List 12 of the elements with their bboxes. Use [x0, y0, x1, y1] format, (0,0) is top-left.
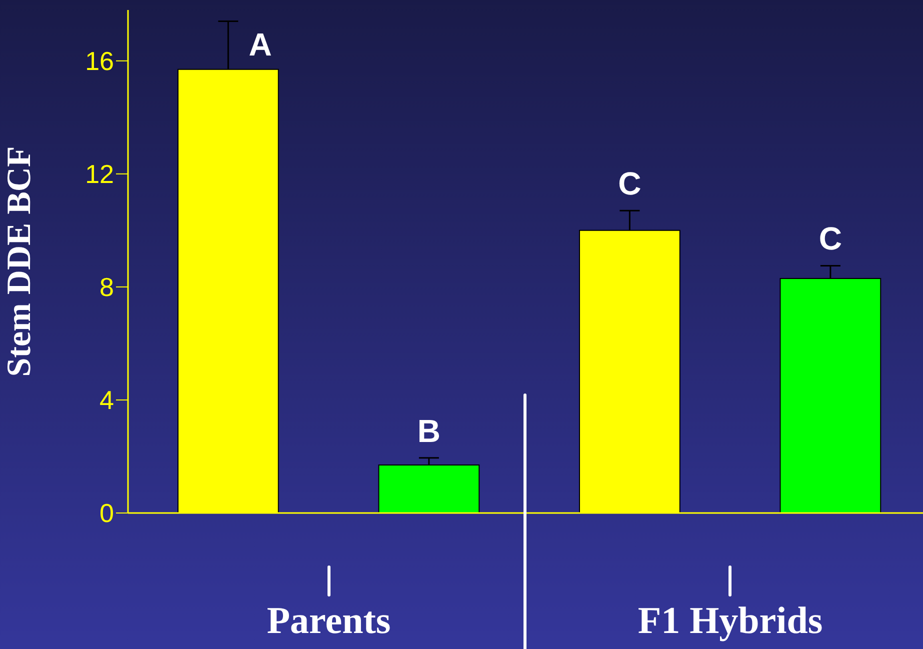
- y-tick-label: 8: [100, 272, 114, 302]
- data-label: A: [248, 26, 272, 62]
- text: F1 Hybrids: [636, 599, 824, 643]
- y-tick-label: 4: [100, 385, 114, 416]
- data-label: C: [818, 220, 842, 257]
- y-tick-label: 12: [85, 159, 114, 190]
- y-tick-label: 16: [85, 46, 114, 76]
- data-label: C: [618, 166, 642, 202]
- data-label: B: [417, 412, 440, 449]
- y-tick-label: 0: [100, 498, 114, 528]
- text: Parents: [266, 599, 392, 643]
- y-axis-title: Stem DDE BCF: [1, 146, 38, 377]
